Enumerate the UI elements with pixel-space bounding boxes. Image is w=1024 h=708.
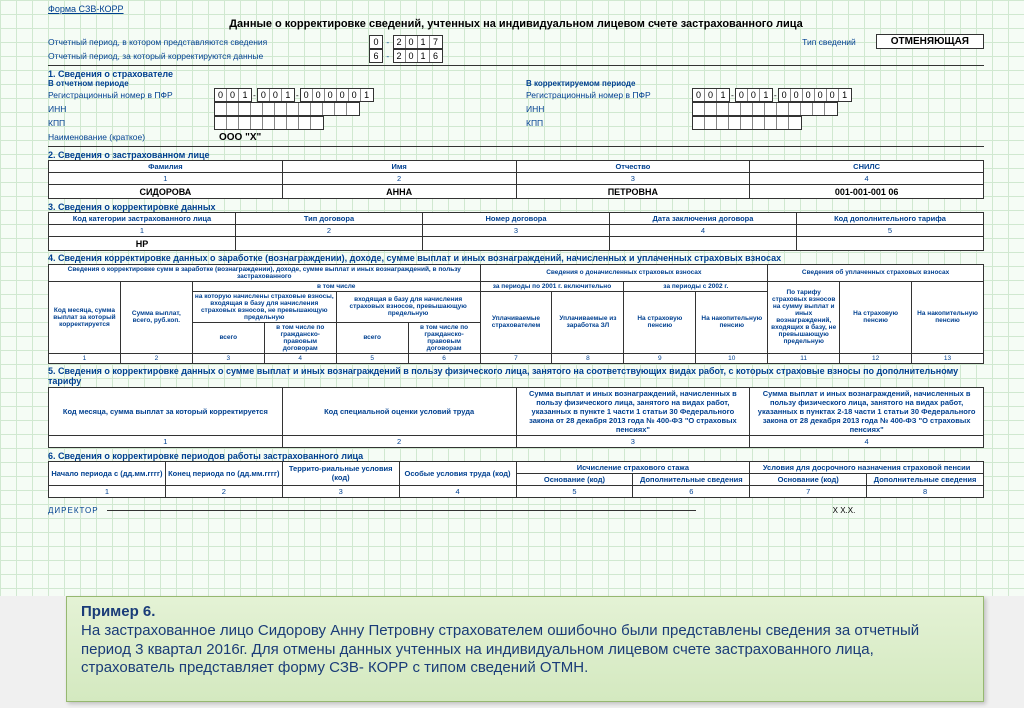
section-5: 5. Сведения о корректировке данных о сум… (48, 367, 984, 387)
period2-y: 2016 (393, 49, 443, 63)
period2-q: 6 (369, 49, 383, 63)
example-body: На застрахованное лицо Сидорову Анну Пет… (81, 622, 919, 677)
table-s6: Начало периода с (дд.мм.гггг)Конец перио… (48, 461, 984, 498)
period1-label: Отчетный период, в котором представляютс… (48, 37, 368, 47)
form-id: Форма СЗВ-КОРР (48, 4, 984, 14)
example-box: Пример 6. На застрахованное лицо Сидоров… (66, 596, 984, 702)
table-s4: Сведения о корректировке сумм в заработк… (48, 264, 984, 364)
period1-q: 0 (369, 35, 383, 49)
name-value: ООО "Х" (213, 132, 267, 143)
s1-left: В отчетном периоде Регистрационный номер… (48, 79, 506, 130)
period2-label: Отчетный период, за который корректируют… (48, 51, 368, 61)
director-label: ДИРЕКТОР (48, 506, 99, 515)
name-label: Наименование (краткое) (48, 132, 213, 142)
section-2: 2. Сведения о застрахованном лице (48, 150, 984, 160)
section-3: 3. Сведения о корректировке данных (48, 202, 984, 212)
tip-label: Тип сведений (802, 37, 856, 47)
section-6: 6. Сведения о корректировке периодов раб… (48, 451, 984, 461)
tip-value: ОТМЕНЯЮЩАЯ (876, 34, 984, 49)
form-szv-korr: Форма СЗВ-КОРР Данные о корректировке св… (0, 0, 1024, 596)
section-4: 4. Сведения корректировке данных о зараб… (48, 254, 984, 264)
period1-y: 2017 (393, 35, 443, 49)
section-1: 1. Сведения о страхователе (48, 69, 984, 79)
example-title: Пример 6. (81, 603, 155, 620)
signature: Х Х.Х. (704, 506, 984, 515)
table-s2: ФамилияИмяОтчествоСНИЛС1234СИДОРОВААННАП… (48, 160, 984, 199)
table-s5: Код месяца, сумма выплат за который корр… (48, 387, 984, 448)
table-s3: Код категории застрахованного лицаТип до… (48, 212, 984, 251)
form-title: Данные о корректировке сведений, учтенны… (48, 18, 984, 30)
s1-right: В корректируемом периоде Регистрационный… (526, 79, 984, 130)
